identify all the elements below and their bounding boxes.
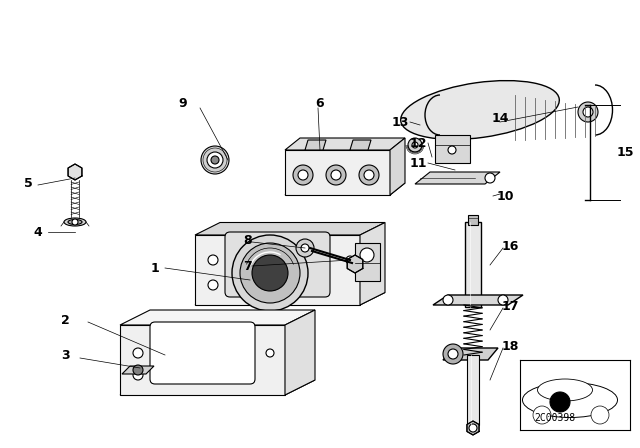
Polygon shape [433, 295, 523, 305]
Circle shape [346, 256, 354, 264]
Text: 5: 5 [24, 177, 33, 190]
Ellipse shape [401, 81, 559, 139]
Circle shape [360, 248, 374, 262]
Text: 4: 4 [34, 225, 42, 238]
Text: 13: 13 [391, 116, 409, 129]
Bar [465, 222, 481, 307]
Polygon shape [285, 138, 405, 150]
Circle shape [448, 146, 456, 154]
Ellipse shape [538, 379, 593, 401]
Circle shape [550, 392, 570, 412]
Text: 16: 16 [501, 240, 518, 253]
Circle shape [469, 424, 477, 432]
Text: 17: 17 [501, 300, 519, 313]
Polygon shape [285, 183, 405, 195]
Bar [468, 215, 478, 225]
Bar [435, 135, 470, 163]
Circle shape [412, 142, 418, 148]
Circle shape [208, 280, 218, 290]
Circle shape [498, 295, 508, 305]
Text: 15: 15 [616, 146, 634, 159]
Polygon shape [305, 140, 326, 150]
Circle shape [301, 244, 309, 252]
Polygon shape [120, 325, 285, 395]
Circle shape [364, 170, 374, 180]
Circle shape [448, 349, 458, 359]
Polygon shape [285, 310, 315, 395]
Polygon shape [120, 380, 315, 395]
Text: 9: 9 [179, 96, 188, 109]
Polygon shape [195, 293, 385, 305]
Polygon shape [415, 172, 500, 184]
Circle shape [252, 255, 288, 291]
Circle shape [133, 365, 143, 375]
Circle shape [298, 170, 308, 180]
Text: 8: 8 [244, 233, 252, 246]
Text: 10: 10 [496, 190, 514, 202]
Circle shape [208, 255, 218, 265]
Polygon shape [120, 310, 315, 325]
Bar [467, 355, 479, 425]
Circle shape [326, 165, 346, 185]
Text: 12: 12 [409, 137, 427, 150]
Circle shape [533, 406, 551, 424]
Text: 3: 3 [61, 349, 69, 362]
Polygon shape [285, 150, 390, 195]
Circle shape [578, 102, 598, 122]
Text: 6: 6 [316, 96, 324, 109]
Circle shape [485, 173, 495, 183]
Polygon shape [467, 421, 479, 435]
Ellipse shape [64, 218, 86, 226]
Polygon shape [360, 223, 385, 305]
Text: 2C00398: 2C00398 [534, 413, 575, 423]
Text: 7: 7 [244, 259, 252, 272]
Text: 14: 14 [492, 112, 509, 125]
Bar [355, 243, 380, 281]
Circle shape [72, 219, 78, 225]
Ellipse shape [522, 383, 618, 418]
Circle shape [266, 349, 274, 357]
Polygon shape [195, 223, 385, 235]
Circle shape [211, 156, 219, 164]
Circle shape [293, 165, 313, 185]
Polygon shape [348, 255, 363, 273]
Polygon shape [390, 138, 405, 195]
FancyBboxPatch shape [150, 322, 255, 384]
Text: 2: 2 [61, 314, 69, 327]
Circle shape [443, 295, 453, 305]
Circle shape [201, 146, 229, 174]
Circle shape [331, 170, 341, 180]
Polygon shape [122, 366, 154, 374]
Polygon shape [443, 348, 498, 360]
Polygon shape [195, 235, 360, 305]
Ellipse shape [68, 220, 82, 224]
Polygon shape [350, 140, 371, 150]
Circle shape [133, 348, 143, 358]
FancyBboxPatch shape [225, 232, 330, 297]
Circle shape [232, 235, 308, 311]
Text: 11: 11 [409, 156, 427, 169]
Circle shape [359, 165, 379, 185]
Text: 18: 18 [501, 340, 518, 353]
Polygon shape [68, 164, 82, 180]
Circle shape [583, 107, 593, 117]
Circle shape [408, 138, 422, 152]
Text: 1: 1 [150, 262, 159, 275]
Circle shape [443, 344, 463, 364]
Circle shape [240, 243, 300, 303]
Circle shape [591, 406, 609, 424]
Circle shape [207, 152, 223, 168]
Circle shape [133, 370, 143, 380]
Circle shape [296, 239, 314, 257]
